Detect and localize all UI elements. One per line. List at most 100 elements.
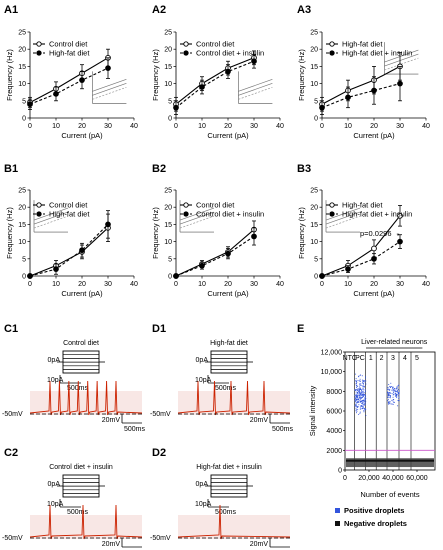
- positive-droplet: [357, 388, 359, 390]
- series-line: [29, 227, 109, 277]
- x-axis-label: Current (pA): [353, 131, 395, 140]
- x-tick-label: 0: [174, 281, 178, 288]
- positive-droplet: [357, 407, 359, 408]
- positive-droplet: [358, 398, 360, 400]
- trace-time-label: 500ms: [272, 426, 294, 433]
- positive-droplet: [389, 401, 391, 403]
- positive-droplet: [397, 400, 399, 402]
- positive-droplet: [357, 375, 359, 377]
- positive-droplet: [354, 400, 356, 402]
- positive-droplet: [362, 406, 364, 408]
- positive-droplet: [362, 399, 364, 401]
- positive-droplet: [392, 390, 394, 392]
- positive-droplet: [391, 399, 393, 401]
- positive-droplet: [356, 402, 358, 404]
- positive-droplet: [355, 373, 357, 375]
- positive-droplet: [392, 394, 394, 396]
- legend-marker: [183, 211, 189, 217]
- x-axis-label: Current (pA): [207, 131, 249, 140]
- positive-droplet: [398, 385, 400, 386]
- positive-droplet: [359, 390, 360, 392]
- positive-droplet: [398, 393, 399, 395]
- positive-droplet: [364, 394, 366, 396]
- trace-background: [178, 515, 290, 539]
- y-tick-label: 15: [18, 64, 26, 71]
- positive-droplet: [362, 389, 364, 391]
- x-tick-label: 30: [250, 123, 258, 130]
- positive-droplet: [357, 408, 359, 410]
- inset-graph: [92, 71, 127, 104]
- inset-line: [92, 82, 127, 96]
- positive-droplet: [361, 402, 363, 404]
- data-point: [53, 91, 59, 97]
- x-tick-label: 40: [130, 123, 138, 130]
- panel-label-c2: C2: [4, 447, 18, 459]
- y-tick-label: 10: [164, 239, 172, 246]
- positive-droplet: [388, 392, 390, 394]
- positive-droplet: [395, 391, 397, 392]
- y-tick-label: 15: [164, 222, 172, 229]
- series-line: [175, 57, 255, 105]
- step-scale-label: 10pA: [47, 377, 64, 384]
- y-tick-label: 20: [18, 205, 26, 212]
- series-line: [321, 83, 401, 109]
- positive-droplet: [359, 401, 361, 403]
- zero-pa-label: 0pA: [196, 481, 209, 488]
- positive-droplet: [396, 387, 398, 389]
- positive-droplet: [363, 385, 365, 387]
- positive-droplet: [360, 405, 362, 407]
- data-point: [225, 68, 231, 75]
- y-tick-label: 20: [18, 47, 26, 54]
- positive-droplet: [359, 411, 361, 413]
- x-tick-label: 60,000: [406, 475, 428, 482]
- panel-label-a3: A3: [297, 4, 311, 16]
- series-line: [321, 215, 401, 277]
- positive-droplet: [361, 407, 363, 409]
- positive-droplet: [363, 411, 365, 413]
- positive-droplet: [364, 380, 366, 382]
- volt-scale-label: 20mV: [102, 417, 121, 424]
- well-label: NTC: [343, 355, 357, 362]
- vm-label: -50mV: [150, 535, 171, 542]
- y-axis-label: Frequency (Hz): [151, 207, 160, 259]
- positive-droplet: [394, 395, 396, 397]
- positive-droplet: [392, 387, 394, 389]
- well-group-header: Liver-related neurons: [361, 339, 428, 346]
- data-point: [105, 221, 111, 228]
- positive-droplet: [364, 409, 366, 410]
- legend-marker: [329, 41, 335, 47]
- x-axis-label: Current (pA): [353, 289, 395, 298]
- positive-droplet: [361, 379, 363, 381]
- positive-droplet: [358, 380, 360, 382]
- data-point: [251, 58, 257, 65]
- x-tick-label: 40: [422, 281, 430, 288]
- x-axis-label: Current (pA): [61, 131, 103, 140]
- positive-droplet: [391, 392, 393, 394]
- positive-droplet: [356, 395, 358, 397]
- positive-droplet: [388, 387, 390, 389]
- positive-droplet: [359, 380, 361, 382]
- positive-droplet: [394, 401, 395, 403]
- legend-label: High-fat diet: [342, 201, 383, 210]
- y-tick-label: 12,000: [321, 350, 343, 357]
- positive-droplet: [362, 385, 364, 387]
- positive-droplet: [391, 389, 393, 391]
- voltage-trace: [177, 380, 291, 416]
- y-tick-label: 25: [310, 30, 318, 37]
- negative-droplet-core: [346, 459, 434, 462]
- legend-marker: [183, 202, 189, 208]
- positive-droplet: [397, 385, 399, 387]
- chart-a3: 0 10 20 30 40 0 5 10 15 20 25 Current (pA) Frequency…: [297, 30, 430, 141]
- step-scale-label: 10pA: [195, 377, 212, 384]
- line-charts: 0 10 20 30 40 0 5 10 15 20 25 Current (pA) Frequency…: [5, 30, 430, 299]
- y-tick-label: 0: [168, 274, 172, 281]
- positive-droplet: [355, 408, 357, 410]
- series-line: [321, 65, 401, 105]
- inset-line: [179, 207, 215, 221]
- positive-droplet: [365, 383, 367, 385]
- positive-droplet: [358, 399, 360, 401]
- series-line: [175, 235, 255, 277]
- positive-droplet: [359, 393, 361, 395]
- positive-droplet: [359, 395, 361, 397]
